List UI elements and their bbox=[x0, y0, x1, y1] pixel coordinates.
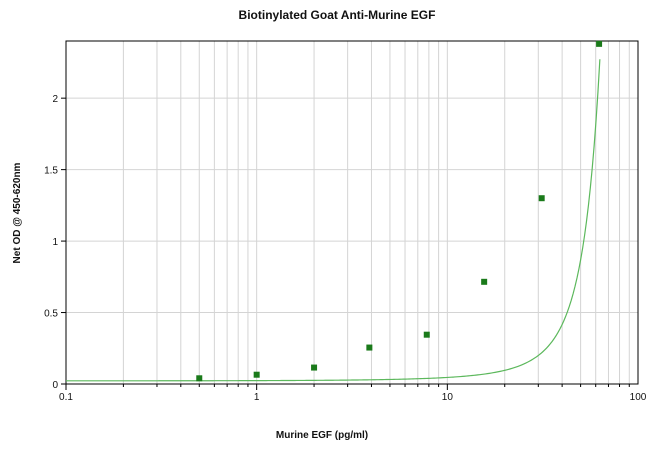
data-point bbox=[253, 371, 260, 378]
chart-title: Biotinylated Goat Anti-Murine EGF bbox=[239, 8, 436, 22]
x-tick-label: 0.1 bbox=[59, 392, 73, 403]
grid-layer bbox=[66, 41, 638, 384]
x-tick-label: 1 bbox=[254, 392, 260, 403]
y-tick-label: 1 bbox=[52, 237, 58, 248]
y-tick-label: 0 bbox=[52, 380, 58, 391]
y-tick-label: 2 bbox=[52, 94, 58, 105]
data-point bbox=[423, 331, 430, 338]
y-tick-label: 1.5 bbox=[44, 166, 58, 177]
data-point bbox=[596, 40, 603, 47]
y-axis-label: Net OD @ 450-620nm bbox=[12, 162, 23, 263]
data-point bbox=[311, 364, 318, 371]
data-point bbox=[481, 278, 488, 285]
data-point bbox=[196, 375, 203, 382]
curve-layer bbox=[66, 59, 601, 382]
x-tick-label: 10 bbox=[442, 392, 454, 403]
data-point bbox=[538, 195, 545, 202]
x-tick-label: 100 bbox=[630, 392, 647, 403]
x-axis-label: Murine EGF (pg/ml) bbox=[276, 430, 368, 441]
tick-layer: 0.1 1 10 100 0 0.5 1 1.5 2 bbox=[44, 94, 647, 403]
plot-frame bbox=[65, 40, 639, 385]
fit-curve bbox=[66, 59, 601, 382]
point-layer bbox=[196, 40, 603, 382]
y-tick-label: 0.5 bbox=[44, 309, 58, 320]
data-point bbox=[366, 344, 373, 351]
